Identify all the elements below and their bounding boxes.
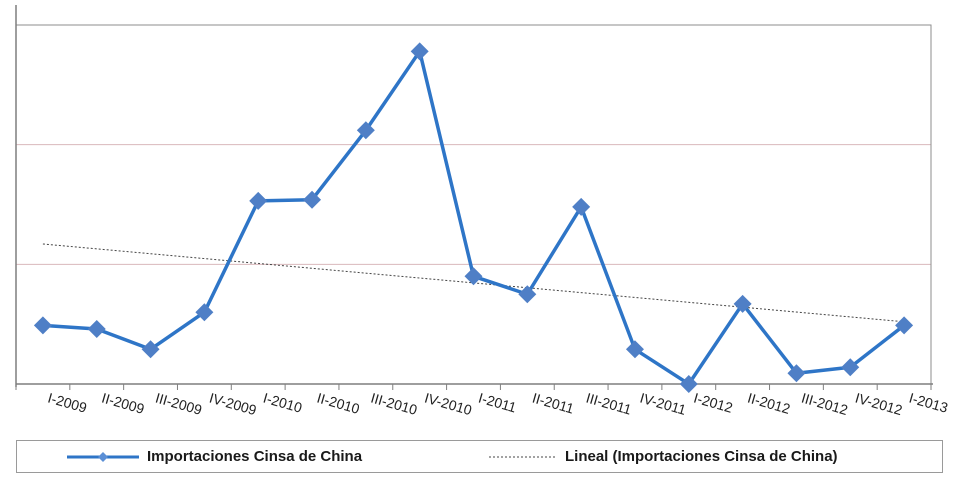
x-tick-label: I-2010 [261,390,304,416]
legend-trendline-label: Lineal (Importaciones Cinsa de China) [565,448,838,465]
x-tick-label: I-2012 [692,390,735,416]
data-point-marker [87,319,106,338]
x-tick-label: I-2009 [46,390,89,416]
data-point-marker [518,285,537,304]
data-point-marker [625,340,644,359]
x-tick-label: II-2010 [315,390,362,417]
x-tick-label: I-2011 [477,390,519,416]
legend-series-label: Importaciones Cinsa de China [147,448,363,465]
x-tick-label: IV-2009 [208,390,259,419]
x-tick-label: III-2011 [584,390,633,418]
x-tick-label: III-2009 [154,390,204,419]
data-point-marker [141,340,160,359]
data-point-marker [787,364,806,383]
data-point-marker [464,267,483,286]
data-point-marker [303,190,322,209]
data-point-marker [841,358,860,377]
x-tick-label: III-2010 [369,390,419,419]
x-tick-label: IV-2011 [638,390,688,418]
x-tick-labels: I-2009 II-2009 III-2009 IV-2009 I-2010 II-201… [46,390,950,419]
x-tick-label: I-2013 [907,390,950,416]
data-point-marker [33,316,52,335]
data-point-marker [572,197,591,216]
legend: Importaciones Cinsa de China Lineal (Imp… [16,440,943,473]
line-chart: I-2009 II-2009 III-2009 IV-2009 I-2010 II-201… [15,5,950,419]
data-point-marker [410,42,429,61]
legend-item-trendline: Lineal (Importaciones Cinsa de China) [487,441,838,472]
x-tick-label: IV-2012 [853,390,904,419]
series-line [42,49,906,386]
data-point-marker [249,191,268,210]
data-point-marker [895,316,914,335]
data-point-marker [679,375,698,393]
x-tick-label: II-2009 [100,390,147,417]
x-tick-label: III-2012 [800,390,850,419]
plot-area-frame [15,24,932,385]
legend-series-swatch [67,451,139,462]
legend-item-series: Importaciones Cinsa de China [65,441,362,472]
x-tick-label: IV-2010 [423,390,474,419]
axes [15,5,933,390]
x-tick-label: II-2011 [530,390,576,417]
legend-trendline-swatch [489,456,557,457]
data-point-marker [195,303,214,322]
x-tick-label: II-2012 [746,390,793,417]
data-point-marker [356,121,375,140]
gridlines [16,144,931,265]
data-point-marker [733,294,752,313]
series-layer [33,42,914,393]
